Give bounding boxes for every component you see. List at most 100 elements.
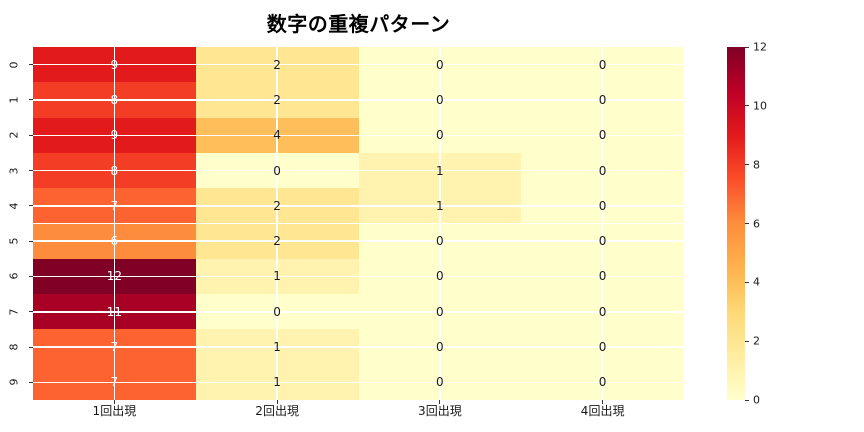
x-tick-label: 1回出現 <box>92 404 137 418</box>
cell-annotation: 8 <box>110 92 119 107</box>
x-tick-mark <box>439 400 441 404</box>
colorbar-tick-label: 6 <box>753 217 760 230</box>
gridline-horizontal <box>33 63 684 66</box>
gridline-horizontal <box>33 381 684 384</box>
colorbar-tick-mark <box>745 281 749 283</box>
x-tick-label: 4回出現 <box>580 404 625 418</box>
gridline-horizontal <box>33 134 684 136</box>
colorbar-tick-mark <box>745 164 749 166</box>
gridline-horizontal <box>33 275 684 278</box>
gridline-horizontal <box>33 205 684 207</box>
gridline-horizontal <box>33 240 684 242</box>
cell-annotation: 0 <box>436 57 444 72</box>
x-axis-ticks <box>33 400 684 404</box>
y-tick-label: 1 <box>7 96 21 104</box>
cell-annotation: 4 <box>273 128 281 143</box>
y-tick-label: 5 <box>7 237 21 245</box>
colorbar-tick-label: 12 <box>753 40 767 54</box>
cell-annotation: 0 <box>273 163 281 178</box>
gridline-horizontal <box>33 99 684 101</box>
y-tick-mark <box>29 346 33 348</box>
cell-annotation: 7 <box>110 375 119 390</box>
colorbar-tick-label: 10 <box>753 99 767 113</box>
cell-annotation: 0 <box>436 375 444 390</box>
y-tick-mark <box>29 64 33 66</box>
x-tick-label: 2回出現 <box>255 404 299 418</box>
cell-annotation: 9 <box>110 57 119 72</box>
cell-annotation: 0 <box>436 304 444 319</box>
x-tick-mark <box>602 400 604 404</box>
chart-title: 数字の重複パターン <box>266 12 451 36</box>
cell-annotation: 2 <box>273 92 281 107</box>
cell-annotation: 2 <box>273 57 281 72</box>
cell-annotation: 0 <box>436 128 444 143</box>
gridline-horizontal <box>33 169 684 172</box>
cell-annotation: 2 <box>273 234 281 249</box>
cell-annotation: 0 <box>598 234 607 249</box>
y-tick-mark <box>29 275 33 277</box>
cell-annotation: 8 <box>110 163 119 178</box>
y-tick-label: 9 <box>7 378 21 386</box>
y-axis-labels: 0 1 2 3 4 5 6 7 8 9 <box>0 47 29 400</box>
cell-annotation: 0 <box>436 269 444 284</box>
gridline-vertical <box>276 47 278 400</box>
colorbar-tick-mark <box>745 46 749 48</box>
cell-annotation: 0 <box>598 163 607 178</box>
x-axis-labels: 1回出現 2回出現 3回出現 4回出現 <box>33 405 684 421</box>
cell-annotation: 0 <box>436 340 444 355</box>
gridline-vertical <box>113 47 116 400</box>
x-tick-mark <box>113 400 115 404</box>
y-tick-mark <box>29 205 33 207</box>
y-tick-label: 8 <box>7 343 21 351</box>
cell-annotation: 9 <box>110 128 119 143</box>
colorbar-tick-mark <box>745 399 749 401</box>
colorbar-tick-mark <box>745 105 749 107</box>
cell-annotation: 0 <box>598 92 607 107</box>
gridline-horizontal <box>33 311 684 313</box>
y-tick-label: 0 <box>7 61 21 69</box>
cell-annotation: 0 <box>598 375 607 390</box>
colorbar <box>727 47 745 400</box>
y-tick-mark <box>29 170 33 172</box>
cell-annotation: 0 <box>598 198 607 213</box>
gridline-vertical <box>601 47 604 400</box>
cell-annotation: 0 <box>273 304 281 319</box>
cell-annotation: 0 <box>598 57 607 72</box>
y-tick-label: 4 <box>7 202 21 210</box>
y-tick-mark <box>29 134 33 136</box>
cell-annotation: 12 <box>106 269 123 284</box>
cell-annotation: 0 <box>598 340 607 355</box>
gridline-horizontal <box>33 346 684 348</box>
y-tick-mark <box>29 99 33 101</box>
cell-annotation: 0 <box>436 92 444 107</box>
x-tick-label: 3回出現 <box>418 404 462 418</box>
cell-annotation: 1 <box>273 269 281 284</box>
colorbar-tick-label: 2 <box>753 334 760 348</box>
cell-annotation: 0 <box>598 128 607 143</box>
cell-annotation: 0 <box>436 234 444 249</box>
cell-annotation: 11 <box>106 304 123 319</box>
y-tick-label: 7 <box>7 308 21 316</box>
colorbar-tick-mark <box>745 223 749 224</box>
x-tick-mark <box>276 400 278 404</box>
y-tick-label: 3 <box>7 167 21 175</box>
colorbar-tick-mark <box>745 340 749 342</box>
colorbar-tick-labels: 0 2 4 6 8 10 12 <box>745 42 785 406</box>
y-tick-label: 2 <box>7 131 21 139</box>
y-tick-mark <box>29 240 33 242</box>
cell-annotation: 2 <box>273 198 281 213</box>
cell-annotation: 0 <box>598 269 607 284</box>
colorbar-tick-label: 8 <box>753 158 760 172</box>
cell-annotation: 0 <box>598 304 607 319</box>
colorbar-tick-label: 0 <box>753 393 760 407</box>
gridline-vertical <box>439 47 441 400</box>
cell-annotation: 1 <box>436 198 444 213</box>
y-tick-label: 6 <box>7 272 21 280</box>
cell-annotation: 1 <box>273 340 281 355</box>
cell-annotation: 7 <box>110 198 119 213</box>
colorbar-tick-label: 4 <box>753 275 760 289</box>
cell-annotation: 7 <box>110 340 119 355</box>
y-axis-ticks <box>29 47 33 400</box>
heatmap-plot-area: 9 2 0 0 8 2 0 0 9 4 0 0 8 0 1 0 7 2 1 0 6 2 0 0 12 1 0 0 11 0 0 0 7 1 0 0 7 1… <box>33 47 684 400</box>
